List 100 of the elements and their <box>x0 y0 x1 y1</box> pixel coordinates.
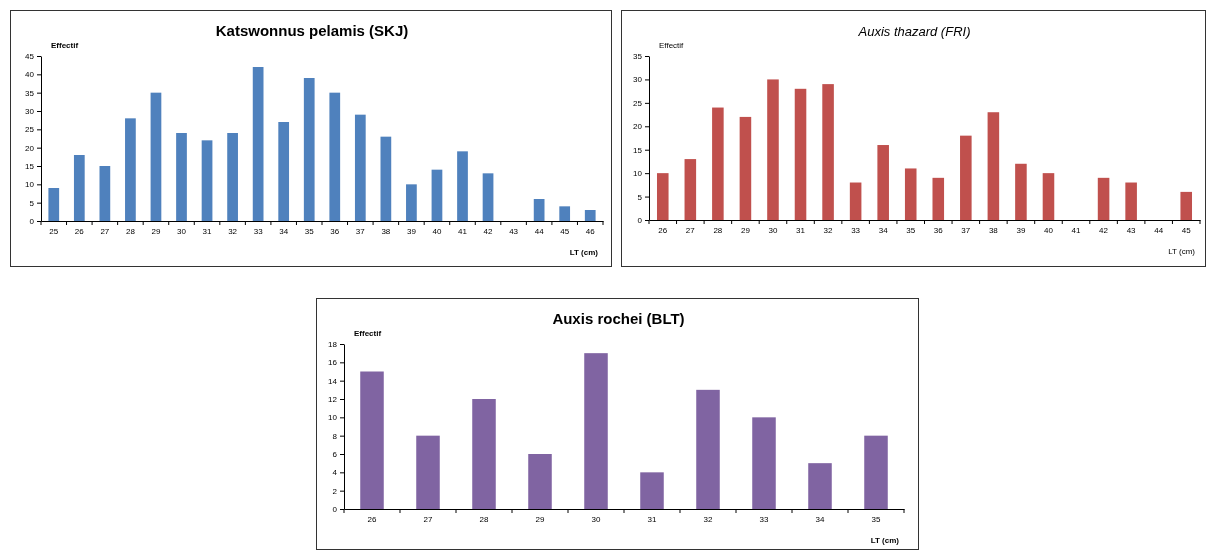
y-tick-label: 20 <box>633 122 643 132</box>
bar <box>640 472 664 509</box>
x-tick-label: 39 <box>406 226 417 236</box>
bar <box>150 92 162 221</box>
bar <box>354 114 366 221</box>
x-tick-label: 42 <box>483 226 494 236</box>
x-tick-label: 34 <box>279 226 289 236</box>
bar <box>73 155 85 221</box>
x-tick-label: 37 <box>355 226 366 236</box>
x-tick-label: 29 <box>535 514 545 524</box>
y-tick-label: 18 <box>328 340 338 350</box>
y-tick-label: 45 <box>25 52 35 62</box>
x-tick-label: 27 <box>685 225 696 235</box>
y-tick-label: 5 <box>29 198 35 208</box>
x-axis-title: LT (cm) <box>1168 247 1196 256</box>
bar <box>1180 191 1193 220</box>
y-tick-label: 15 <box>633 145 643 155</box>
x-tick-label: 32 <box>703 514 713 524</box>
bar <box>1042 173 1055 220</box>
bar <box>584 353 608 509</box>
x-tick-label: 44 <box>1154 225 1164 235</box>
x-tick-label: 43 <box>1126 225 1137 235</box>
x-tick-label: 42 <box>1099 225 1109 235</box>
bar <box>987 112 1000 220</box>
y-tick-label: 20 <box>25 143 35 153</box>
y-tick-label: 0 <box>637 216 643 226</box>
x-tick-label: 29 <box>740 225 751 235</box>
x-tick-label: 38 <box>381 226 391 236</box>
bar <box>227 133 238 221</box>
y-tick-label: 10 <box>633 169 643 179</box>
bar <box>559 206 571 221</box>
y-axis-title: Effectif <box>659 41 685 50</box>
bar <box>533 199 545 221</box>
y-tick-label: 15 <box>25 162 35 172</box>
x-tick-label: 32 <box>823 225 834 235</box>
y-tick-label: 8 <box>332 431 338 441</box>
y-tick-label: 2 <box>332 486 338 496</box>
bar <box>201 140 213 221</box>
x-tick-label: 39 <box>1016 225 1026 235</box>
y-tick-label: 30 <box>25 107 35 117</box>
bar <box>528 454 552 509</box>
x-tick-label: 26 <box>367 514 377 524</box>
x-tick-label: 35 <box>304 226 315 236</box>
y-tick-label: 40 <box>25 70 35 80</box>
bar <box>431 169 443 221</box>
x-tick-label: 33 <box>253 226 264 236</box>
y-tick-label: 6 <box>332 450 338 460</box>
x-tick-label: 41 <box>458 226 468 236</box>
bar <box>822 84 834 220</box>
bar <box>752 417 776 509</box>
x-tick-label: 36 <box>933 225 944 235</box>
x-tick-label: 26 <box>74 226 85 236</box>
x-tick-label: 31 <box>647 514 657 524</box>
bar <box>877 145 889 220</box>
bar <box>767 79 779 220</box>
x-tick-label: 31 <box>796 225 806 235</box>
x-tick-label: 35 <box>871 514 881 524</box>
y-tick-label: 10 <box>328 413 338 423</box>
x-tick-label: 36 <box>330 226 340 236</box>
chart-title: Katswonnus pelamis (SKJ) <box>215 22 409 39</box>
x-tick-label: 43 <box>509 226 519 236</box>
x-tick-label: 34 <box>815 514 825 524</box>
bar <box>380 136 392 221</box>
y-tick-label: 25 <box>633 98 643 108</box>
y-tick-label: 16 <box>328 358 338 368</box>
bar <box>960 135 972 220</box>
chart-title: Auxis thazard (FRI) <box>857 24 971 39</box>
bar <box>1125 182 1137 220</box>
x-tick-label: 34 <box>878 225 889 235</box>
x-tick-label: 44 <box>534 226 545 236</box>
bar <box>656 173 669 220</box>
x-tick-label: 33 <box>851 225 861 235</box>
bar <box>457 151 468 221</box>
y-tick-label: 4 <box>332 468 338 478</box>
bar <box>48 188 60 221</box>
y-tick-label: 5 <box>637 192 643 202</box>
x-tick-label: 30 <box>177 226 187 236</box>
bar <box>932 177 945 220</box>
y-tick-label: 35 <box>633 52 643 62</box>
x-tick-label: 31 <box>202 226 213 236</box>
bar <box>472 399 496 509</box>
x-tick-label: 30 <box>591 514 601 524</box>
bar <box>252 67 264 221</box>
bar <box>904 168 917 220</box>
x-tick-label: 30 <box>768 225 778 235</box>
y-axis-title: Effectif <box>51 41 79 50</box>
bar <box>360 371 384 509</box>
x-tick-label: 32 <box>228 226 238 236</box>
x-tick-label: 45 <box>560 226 570 236</box>
bar <box>739 116 752 220</box>
bar <box>684 159 697 220</box>
y-tick-label: 0 <box>332 505 338 515</box>
bar <box>406 184 417 221</box>
x-tick-label: 46 <box>585 226 596 236</box>
bar <box>278 122 290 221</box>
x-tick-label: 40 <box>432 226 442 236</box>
bar <box>1097 177 1110 220</box>
x-axis-title: LT (cm) <box>569 248 599 257</box>
x-tick-label: 33 <box>759 514 769 524</box>
x-tick-label: 27 <box>423 514 433 524</box>
